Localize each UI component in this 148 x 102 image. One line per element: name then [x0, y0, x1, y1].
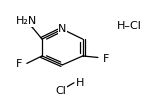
Text: N: N — [58, 24, 67, 34]
Text: H–Cl: H–Cl — [117, 21, 142, 31]
Text: H₂N: H₂N — [16, 16, 37, 26]
Text: F: F — [103, 54, 109, 64]
Text: Cl: Cl — [56, 86, 66, 96]
Text: H: H — [75, 78, 84, 88]
Text: F: F — [16, 59, 22, 69]
